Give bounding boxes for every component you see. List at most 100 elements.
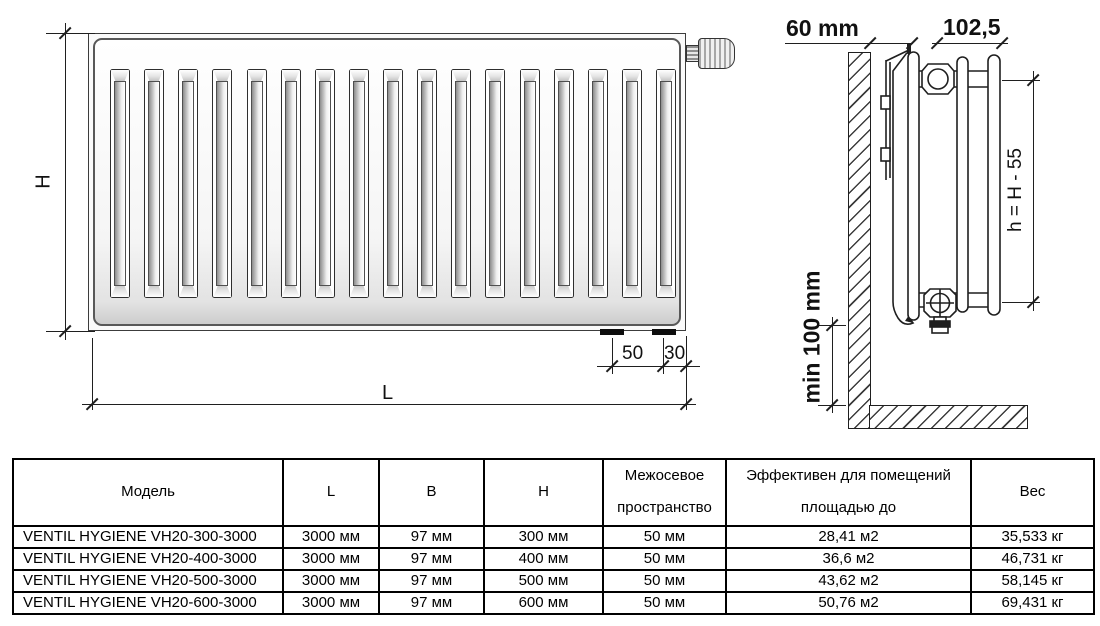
dim-ext-line bbox=[46, 32, 95, 35]
table-cell: 3000 мм bbox=[282, 590, 380, 615]
cell-model: VENTIL HYGIENE VH20-300-3000 bbox=[12, 524, 284, 549]
col-header-L: L bbox=[282, 458, 380, 527]
table-cell: 400 мм bbox=[483, 546, 604, 571]
floor-section bbox=[869, 405, 1028, 429]
table-cell: 3000 мм bbox=[282, 546, 380, 571]
table-cell: 600 мм bbox=[483, 590, 604, 615]
table-cell: 50 мм bbox=[602, 546, 727, 571]
wall-section bbox=[848, 52, 871, 429]
col-header-axial-spacing: Межосевое пространство bbox=[602, 458, 727, 527]
dim-line-50-30 bbox=[597, 365, 700, 368]
dim-label-wall-clearance: 60 mm bbox=[786, 15, 859, 41]
table-cell: 3000 мм bbox=[282, 524, 380, 549]
fin-channel bbox=[421, 81, 434, 286]
fin-channel bbox=[557, 81, 570, 286]
radiator-fin bbox=[178, 69, 199, 298]
dim-ext-line bbox=[662, 338, 665, 374]
fin-channel bbox=[114, 81, 126, 286]
fin-channel bbox=[489, 81, 502, 286]
fin-channel bbox=[455, 81, 468, 286]
cell-model: VENTIL HYGIENE VH20-600-3000 bbox=[12, 590, 284, 615]
radiator-fin bbox=[280, 69, 301, 298]
fin-channel bbox=[182, 81, 195, 286]
table-cell: 50,76 м2 bbox=[725, 590, 972, 615]
fin-channel bbox=[250, 81, 263, 286]
table-cell: 43,62 м2 bbox=[725, 568, 972, 593]
radiator-fin bbox=[383, 69, 403, 298]
fin-channel bbox=[387, 81, 399, 286]
table-row: VENTIL HYGIENE VH20-600-3000 3000 мм 97 мм… bbox=[12, 590, 1095, 615]
dim-label-30: 30 bbox=[664, 343, 686, 364]
radiator-fin bbox=[656, 69, 676, 298]
table-cell: 300 мм bbox=[483, 524, 604, 549]
fin-channel bbox=[318, 81, 331, 286]
col-header-model: Модель bbox=[12, 458, 284, 527]
table-cell: 28,41 м2 bbox=[725, 524, 972, 549]
dim-label-length: L bbox=[382, 382, 394, 404]
dim-label-floor-clearance: min 100 mm bbox=[798, 270, 825, 404]
fin-channel bbox=[660, 81, 672, 286]
table-cell: 50 мм bbox=[602, 590, 727, 615]
dim-ext-line bbox=[91, 338, 94, 410]
radiator-fin bbox=[519, 69, 540, 298]
table-header-row: Модель L B H Межосевое пространство Эффе… bbox=[12, 458, 1095, 527]
radiator-fin bbox=[417, 69, 438, 298]
radiator-fin bbox=[485, 69, 506, 298]
col-header-effective-area: Эффективен для помещений площадью до bbox=[725, 458, 972, 527]
table-cell: 3000 мм bbox=[282, 568, 380, 593]
table-cell: 46,731 кг bbox=[970, 546, 1095, 571]
radiator-fin bbox=[246, 69, 267, 298]
fin-channel bbox=[352, 81, 365, 286]
radiator-fin bbox=[553, 69, 574, 298]
table-cell: 97 мм bbox=[378, 524, 485, 549]
bottom-connection-left bbox=[600, 329, 624, 335]
radiator-fin bbox=[587, 69, 608, 298]
thermostatic-valve-head-icon bbox=[698, 38, 735, 69]
fin-channel bbox=[523, 81, 536, 286]
table-row: VENTIL HYGIENE VH20-400-3000 3000 мм 97 мм… bbox=[12, 546, 1095, 571]
dim-line-102-5 bbox=[932, 42, 1008, 45]
dim-label-50: 50 bbox=[622, 343, 644, 364]
radiator-fin bbox=[314, 69, 335, 298]
fin-channel bbox=[284, 81, 297, 286]
dim-label-depth: 102,5 bbox=[943, 14, 1001, 40]
fin-channel bbox=[625, 81, 638, 286]
radiator-fin bbox=[621, 69, 642, 298]
table-cell: 97 мм bbox=[378, 568, 485, 593]
dim-line-h bbox=[1032, 71, 1035, 311]
dim-line-60mm bbox=[785, 42, 913, 45]
dim-ext-line bbox=[46, 330, 95, 333]
table-cell: 58,145 кг bbox=[970, 568, 1095, 593]
radiator-fin bbox=[451, 69, 472, 298]
table-cell: 35,533 кг bbox=[970, 524, 1095, 549]
col-header-H: H bbox=[483, 458, 604, 527]
cell-model: VENTIL HYGIENE VH20-400-3000 bbox=[12, 546, 284, 571]
dim-ext-line bbox=[1002, 79, 1040, 82]
table-cell: 36,6 м2 bbox=[725, 546, 972, 571]
spec-table: Модель L B H Межосевое пространство Эффе… bbox=[12, 458, 1095, 615]
radiator-fin bbox=[144, 69, 165, 298]
radiator-front-view bbox=[88, 33, 686, 331]
dim-ext-line bbox=[685, 336, 688, 410]
dim-ext-line bbox=[611, 338, 614, 374]
dim-line-L bbox=[82, 403, 696, 406]
table-cell: 50 мм bbox=[602, 524, 727, 549]
table-cell: 97 мм bbox=[378, 546, 485, 571]
radiator-fin bbox=[348, 69, 369, 298]
dim-line-min100 bbox=[831, 317, 834, 413]
cell-model: VENTIL HYGIENE VH20-500-3000 bbox=[12, 568, 284, 593]
table-cell: 500 мм bbox=[483, 568, 604, 593]
table-cell: 69,431 кг bbox=[970, 590, 1095, 615]
dim-label-connection-height: h = H - 55 bbox=[1005, 148, 1026, 232]
radiator-fin bbox=[110, 69, 130, 298]
dim-line-H bbox=[64, 23, 67, 340]
radiator-side-view bbox=[880, 44, 1001, 334]
dim-ext-line bbox=[1002, 301, 1040, 304]
fin-channel bbox=[148, 81, 161, 286]
table-cell: 97 мм bbox=[378, 590, 485, 615]
fin-channel bbox=[216, 81, 229, 286]
col-header-weight: Вес bbox=[970, 458, 1095, 527]
dim-label-height: H bbox=[32, 174, 55, 189]
table-row: VENTIL HYGIENE VH20-500-3000 3000 мм 97 мм… bbox=[12, 568, 1095, 593]
